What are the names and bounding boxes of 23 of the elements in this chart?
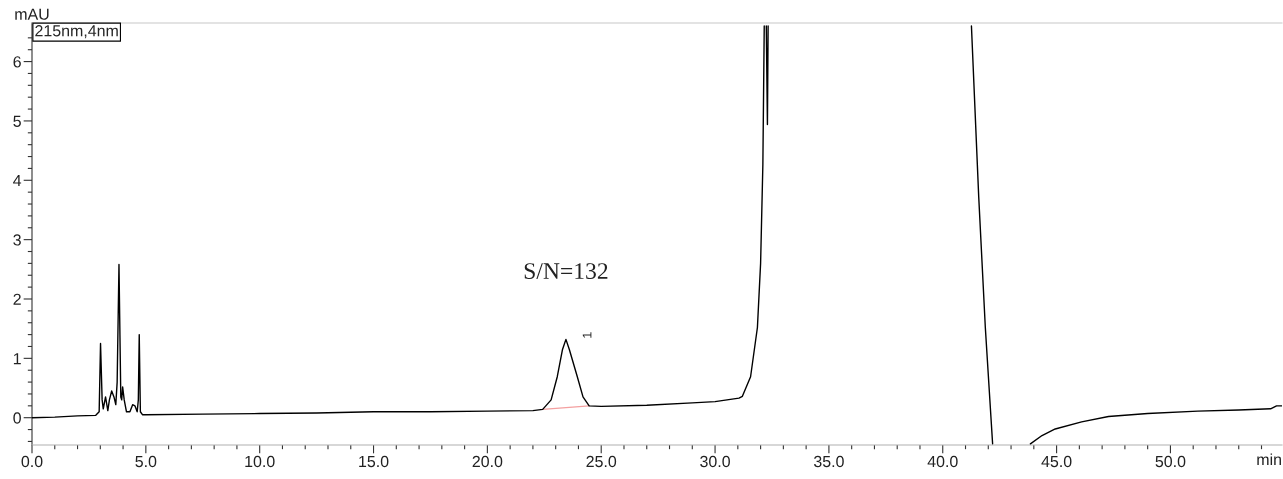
y-axis-title: mAU <box>15 8 49 20</box>
x-tick-label: 25.0 <box>586 455 617 468</box>
x-tick-label: 35.0 <box>813 455 844 468</box>
x-tick-label: 5.0 <box>135 455 157 468</box>
x-tick-label: 15.0 <box>359 455 389 468</box>
y-tick-label: 3 <box>13 234 21 246</box>
annotation: S/N=132 <box>524 263 608 279</box>
y-tick-label: 4 <box>13 175 22 187</box>
x-tick-label: 45.0 <box>1041 455 1072 468</box>
x-tick-label: 10.0 <box>245 455 275 468</box>
x-tick-label: 40.0 <box>927 455 958 468</box>
x-tick-label: 0.0 <box>21 455 43 468</box>
annotation: 215nm,4nm <box>35 25 118 39</box>
y-tick-label: 6 <box>13 56 21 68</box>
y-tick-label: 1 <box>13 353 21 365</box>
y-tick-label: 5 <box>13 115 21 127</box>
x-axis-title: min <box>1257 453 1281 466</box>
x-tick-label: 50.0 <box>1155 455 1186 468</box>
y-tick-label: 2 <box>13 293 21 305</box>
x-tick-label: 30.0 <box>700 455 730 468</box>
annotation: 1 <box>582 332 592 338</box>
x-tick-label: 20.0 <box>472 455 503 468</box>
y-tick-label: 0 <box>13 412 21 424</box>
